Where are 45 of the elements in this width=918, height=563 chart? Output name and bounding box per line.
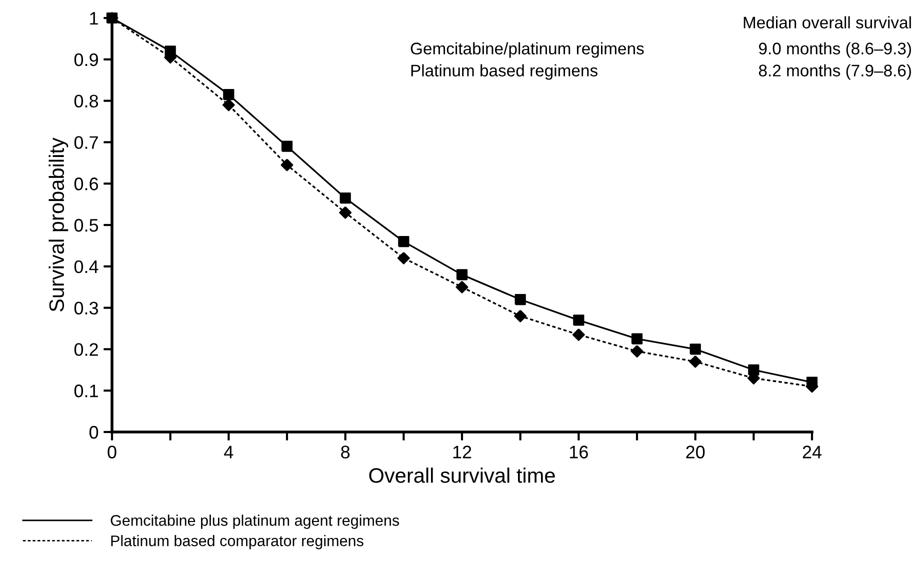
y-tick-label: 0.1 xyxy=(74,384,98,398)
x-tick-label: 8 xyxy=(341,446,350,458)
x-tick-label: 20 xyxy=(686,446,705,458)
x-tick-label: 24 xyxy=(802,446,822,458)
point xyxy=(514,310,527,322)
y-tick-label: 0.8 xyxy=(74,94,98,108)
point xyxy=(690,344,701,355)
x-tick-label: 4 xyxy=(224,446,234,458)
y-tick-label: 0.3 xyxy=(74,302,98,315)
annotation: Platinum based regimens xyxy=(411,64,598,80)
x-tick-label: 0 xyxy=(108,446,116,458)
annotation: Median overall survival xyxy=(744,16,911,28)
point xyxy=(281,140,293,152)
y-tick-label: 0.9 xyxy=(74,53,98,66)
annotation: 9.0 months (8.6–9.3) xyxy=(759,42,911,58)
annotation: Gemcitabine/platinum regimens xyxy=(410,42,644,58)
point xyxy=(223,89,234,100)
point xyxy=(689,355,702,368)
point xyxy=(514,294,526,306)
point xyxy=(631,333,643,344)
point xyxy=(340,192,351,204)
point xyxy=(397,252,410,264)
y-tick-label: 0.4 xyxy=(74,260,98,274)
x-tick-label: 16 xyxy=(570,446,588,458)
point xyxy=(572,328,585,341)
y-tick-label: 0 xyxy=(89,426,98,439)
point xyxy=(456,269,468,280)
point xyxy=(222,98,235,112)
y-tick-label: 0.7 xyxy=(74,136,98,149)
y-tick-label: 0.6 xyxy=(74,178,98,190)
y-axis-title: Survival probability xyxy=(48,138,68,312)
y-tick-label: 0.2 xyxy=(74,343,98,356)
y-tick-label: 0.5 xyxy=(74,218,98,232)
point xyxy=(573,314,584,326)
annotation: 8.2 months (7.9–8.6) xyxy=(758,64,911,80)
x-tick-label: 12 xyxy=(453,446,472,458)
legend-label: Gemcitabine plus platinum agent regimens xyxy=(110,514,400,529)
point xyxy=(398,236,410,248)
x-axis-title: Overall survival time xyxy=(369,468,555,483)
point xyxy=(630,345,644,358)
y-tick-label: 1 xyxy=(90,12,98,25)
point xyxy=(456,280,468,294)
point xyxy=(280,158,294,172)
legend-label: Platinum based comparator regimens xyxy=(111,535,364,550)
point xyxy=(339,206,352,219)
